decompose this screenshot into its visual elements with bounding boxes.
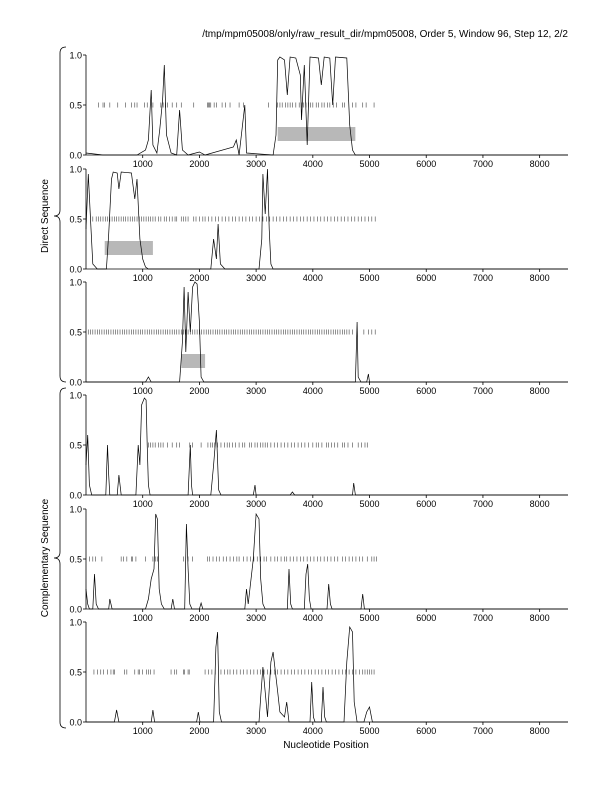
complementary-group-brace (53, 387, 67, 729)
coding-probability-line (86, 625, 568, 723)
coding-probability-line (85, 512, 568, 610)
x-tick-label: 4000 (303, 273, 323, 283)
x-tick-label: 5000 (360, 726, 380, 736)
x-tick-label: 5000 (360, 499, 380, 509)
direct-group-brace (53, 46, 67, 383)
x-tick-label: 2000 (189, 386, 209, 396)
x-tick-label: 1000 (133, 726, 153, 736)
x-tick-label: 4000 (303, 159, 323, 169)
panels: 0.0 0.5 1.0 1000 2000 3000 4000 5000 6000 7000 800… (69, 51, 568, 736)
coding-probability-line (85, 56, 568, 156)
direct-group-label: Direct Sequence (40, 179, 51, 253)
x-tick-label: 3000 (246, 386, 266, 396)
y-tick-label: 1.0 (69, 165, 82, 175)
x-tick-label: 3000 (246, 499, 266, 509)
y-tick-label: 1.0 (69, 505, 82, 515)
x-tick-label: 2000 (189, 726, 209, 736)
complementary-group-label: Complementary Sequence (40, 498, 51, 617)
x-tick-label: 7000 (473, 159, 493, 169)
panel-2: 0.0 0.5 1.0 1000 2000 3000 4000 5000 6000 7000 800… (69, 165, 568, 283)
x-tick-label: 7000 (473, 499, 493, 509)
y-tick-label: 0.0 (69, 378, 82, 388)
y-tick-label: 0.0 (69, 151, 82, 161)
y-tick-label: 0.5 (69, 101, 82, 111)
panel-3: 0.0 0.5 1.0 1000 2000 3000 4000 5000 6000 7000 800… (69, 278, 568, 396)
x-tick-label: 7000 (473, 386, 493, 396)
x-tick-label: 6000 (416, 726, 436, 736)
y-tick-label: 0.0 (69, 605, 82, 615)
y-tick-label: 0.5 (69, 328, 82, 338)
x-tick-label: 3000 (246, 613, 266, 623)
y-tick-label: 1.0 (69, 618, 82, 628)
x-tick-label: 7000 (473, 273, 493, 283)
x-tick-label: 2000 (189, 159, 209, 169)
orf-box (277, 127, 356, 141)
panel-4: 0.0 0.5 1.0 1000 2000 3000 4000 5000 6000 7000 800… (69, 391, 568, 509)
y-tick-label: 0.5 (69, 441, 82, 451)
coding-probability-line (85, 168, 568, 270)
x-tick-label: 3000 (246, 273, 266, 283)
orf-box (181, 354, 206, 368)
x-tick-label: 6000 (416, 386, 436, 396)
x-tick-label: 1000 (133, 499, 153, 509)
x-tick-label: 6000 (416, 273, 436, 283)
x-tick-label: 4000 (303, 613, 323, 623)
y-tick-label: 0.5 (69, 668, 82, 678)
x-tick-label: 7000 (473, 613, 493, 623)
x-tick-label: 5000 (360, 386, 380, 396)
x-tick-label: 8000 (530, 726, 550, 736)
coding-probability-line (85, 397, 568, 496)
x-tick-label: 7000 (473, 726, 493, 736)
x-tick-label: 5000 (360, 613, 380, 623)
x-tick-label: 1000 (133, 386, 153, 396)
x-tick-label: 6000 (416, 499, 436, 509)
x-tick-label: 8000 (530, 613, 550, 623)
y-tick-label: 1.0 (69, 51, 82, 61)
x-tick-label: 3000 (246, 726, 266, 736)
panel-6: 0.0 0.5 1.0 1000 2000 3000 4000 5000 6000 7000 800… (69, 618, 568, 736)
y-tick-label: 1.0 (69, 278, 82, 288)
figure-title: /tmp/mpm05008/only/raw_result_dir/mpm050… (202, 29, 568, 40)
panel-1: 0.0 0.5 1.0 1000 2000 3000 4000 5000 6000 7000 800… (69, 51, 568, 169)
x-tick-label: 1000 (133, 613, 153, 623)
x-tick-label: 8000 (530, 386, 550, 396)
orf-box (104, 241, 153, 255)
x-tick-label: 1000 (133, 159, 153, 169)
x-tick-label: 2000 (189, 499, 209, 509)
x-tick-label: 2000 (189, 613, 209, 623)
x-tick-label: 8000 (530, 159, 550, 169)
x-tick-label: 6000 (416, 613, 436, 623)
x-axis-label: Nucleotide Position (283, 740, 369, 751)
x-tick-label: 4000 (303, 499, 323, 509)
y-tick-label: 0.0 (69, 718, 82, 728)
x-tick-label: 4000 (303, 726, 323, 736)
y-tick-label: 0.0 (69, 491, 82, 501)
x-tick-label: 4000 (303, 386, 323, 396)
x-tick-label: 3000 (246, 159, 266, 169)
coding-probability-line (86, 281, 568, 383)
y-tick-label: 1.0 (69, 391, 82, 401)
y-tick-label: 0.5 (69, 215, 82, 225)
panel-5: 0.0 0.5 1.0 1000 2000 3000 4000 5000 6000 7000 800… (69, 505, 568, 623)
y-tick-label: 0.0 (69, 265, 82, 275)
x-tick-label: 1000 (133, 273, 153, 283)
x-tick-label: 5000 (360, 273, 380, 283)
x-tick-label: 6000 (416, 159, 436, 169)
x-tick-label: 8000 (530, 273, 550, 283)
y-tick-label: 0.5 (69, 555, 82, 565)
x-tick-label: 5000 (360, 159, 380, 169)
x-tick-label: 8000 (530, 499, 550, 509)
x-tick-label: 2000 (189, 273, 209, 283)
